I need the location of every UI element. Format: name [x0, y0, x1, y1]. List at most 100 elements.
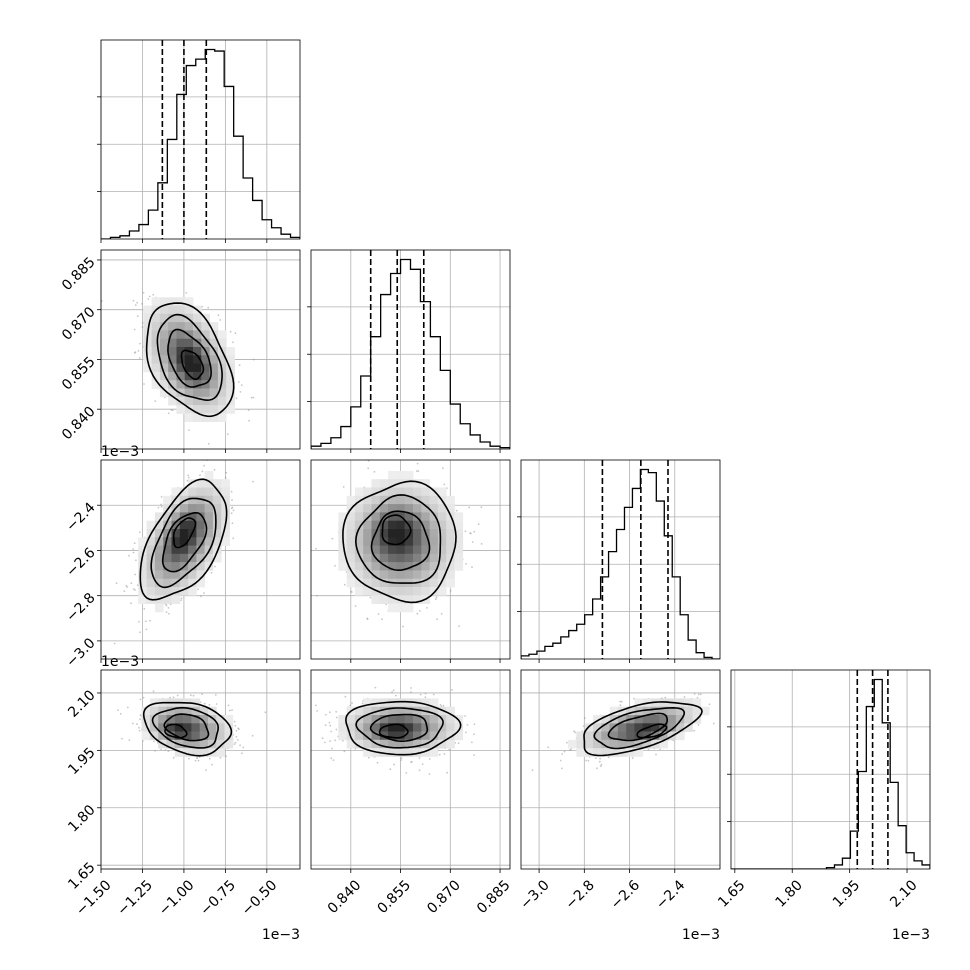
sample-point: [366, 617, 368, 620]
density-cell: [437, 739, 447, 749]
density-cell: [216, 715, 225, 724]
density-cell: [199, 748, 209, 757]
density-cell: [338, 723, 348, 732]
sample-point: [203, 702, 206, 705]
sample-point: [252, 358, 255, 361]
sample-point: [547, 746, 550, 749]
sample-point: [343, 750, 346, 753]
density-cell: [209, 405, 219, 414]
sample-point: [391, 691, 393, 693]
density-cell: [179, 520, 189, 530]
density-cell: [379, 495, 389, 505]
density-cell: [363, 529, 372, 538]
density-cell: [454, 520, 464, 530]
density-cell: [204, 470, 214, 480]
density-cell: [171, 487, 181, 497]
sample-point: [164, 749, 167, 751]
sample-point: [139, 342, 141, 345]
density-cell: [593, 739, 602, 749]
sample-point: [154, 749, 156, 752]
density-cell: [371, 504, 381, 513]
sample-point: [238, 728, 240, 731]
density-cell: [159, 380, 169, 389]
sample-point: [251, 734, 254, 737]
sample-point: [231, 506, 234, 509]
density-cell: [454, 529, 464, 538]
density-cell: [396, 715, 406, 724]
sample-point: [381, 618, 383, 621]
sample-point: [233, 743, 236, 745]
sample-point: [211, 763, 213, 766]
density-cell: [204, 520, 214, 530]
sample-point: [141, 303, 143, 305]
sample-point: [442, 467, 444, 470]
density-cell: [163, 578, 172, 588]
density-cell: [396, 487, 406, 497]
sample-point: [455, 509, 458, 512]
density-cell: [168, 338, 177, 348]
density-cell: [338, 512, 348, 522]
density-cell: [188, 553, 197, 563]
density-cell: [593, 748, 602, 757]
density-cell: [179, 537, 189, 546]
sample-point: [573, 730, 575, 733]
density-cell: [174, 731, 184, 741]
density-cell: [212, 512, 222, 522]
density-cell: [446, 495, 455, 505]
density-cell: [168, 297, 177, 306]
sample-point: [466, 724, 469, 726]
density-cell: [183, 715, 192, 724]
histogram-step: [311, 258, 510, 449]
density-cell: [184, 413, 194, 422]
density-cell: [363, 520, 372, 530]
sample-point: [421, 763, 424, 766]
density-cell: [143, 305, 152, 315]
density-cell: [149, 715, 159, 724]
density-cell: [346, 512, 356, 522]
density-cell: [179, 570, 189, 580]
density-cell: [191, 698, 201, 708]
sample-point: [197, 588, 199, 591]
sample-point: [457, 742, 460, 745]
density-cell: [429, 706, 439, 716]
density-cell: [396, 570, 406, 580]
density-cell: [204, 553, 214, 563]
density-cell: [379, 562, 389, 571]
density-cell: [217, 338, 227, 348]
sample-point: [432, 693, 435, 696]
sample-point: [480, 543, 483, 545]
density-cell: [204, 504, 214, 513]
density-cell: [208, 715, 217, 724]
density-cell: [396, 706, 406, 716]
density-cell: [396, 545, 406, 555]
density-cell: [191, 748, 201, 757]
sample-point: [561, 767, 563, 770]
density-cell: [226, 388, 235, 398]
density-cell: [446, 723, 455, 732]
y-tick-label: −3.0: [63, 635, 98, 670]
density-cell: [346, 529, 356, 538]
sample-point: [585, 759, 587, 762]
density-cell: [346, 520, 356, 530]
density-cell: [154, 578, 164, 588]
axes-frame: [100, 669, 301, 870]
density-cell: [212, 553, 222, 563]
density-cell: [226, 347, 235, 356]
sample-point: [153, 740, 155, 743]
sample-point: [143, 383, 145, 385]
sample-point: [410, 760, 413, 763]
sample-point: [708, 703, 711, 706]
density-cell: [216, 748, 225, 757]
sample-point: [248, 419, 251, 422]
sample-point: [125, 584, 128, 587]
density-cell: [379, 545, 389, 555]
density-cell: [371, 587, 381, 596]
density-cell: [204, 479, 214, 488]
density-cell: [196, 545, 206, 555]
sample-point: [203, 464, 205, 467]
density-cell: [593, 723, 602, 732]
density-cell: [338, 562, 348, 571]
density-cell: [176, 405, 186, 414]
sample-point: [233, 720, 236, 723]
density-cell: [166, 706, 176, 716]
